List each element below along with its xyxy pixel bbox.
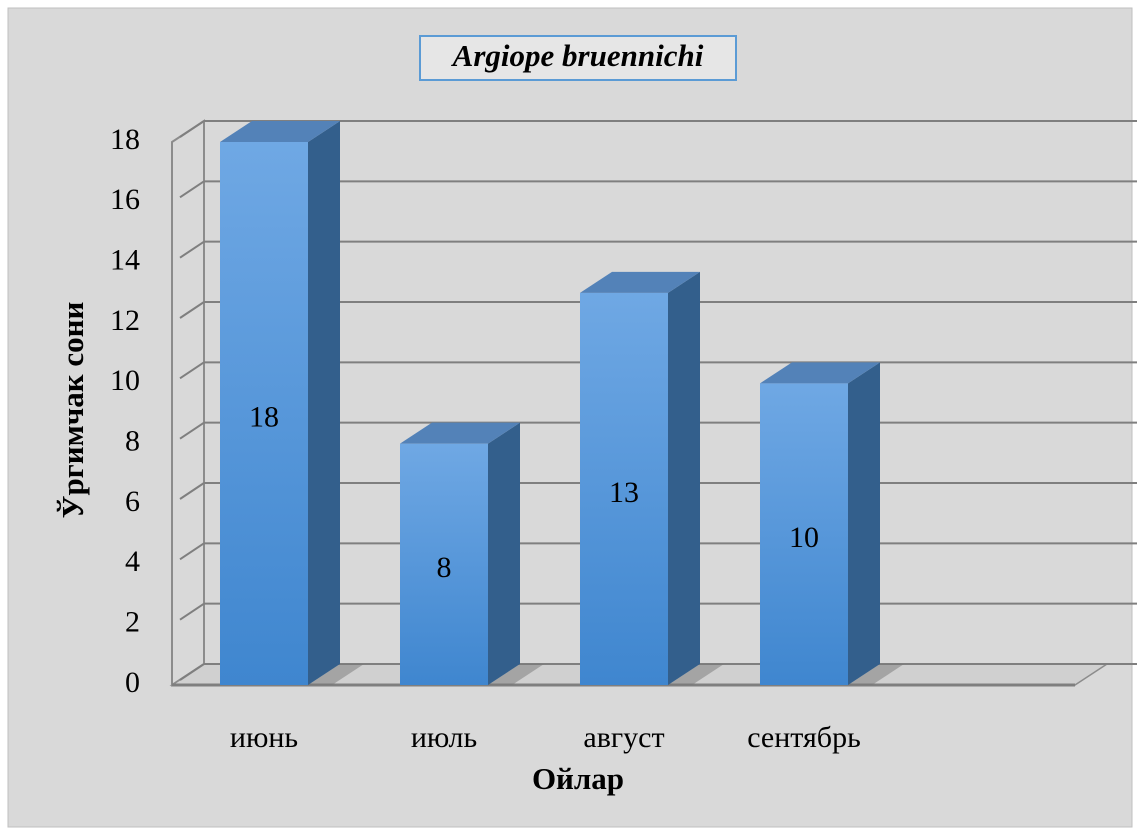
x-tick-label: июнь — [230, 721, 298, 754]
grid-line-side — [179, 361, 205, 380]
x-tick-label: июль — [411, 721, 477, 754]
bar-shadow — [668, 664, 724, 685]
x-tick-label: август — [583, 721, 664, 754]
y-tick-label: 4 — [125, 545, 140, 578]
bar-shadow — [488, 664, 544, 685]
y-tick-label: 16 — [110, 183, 140, 216]
y-tick-label: 14 — [110, 244, 140, 277]
y-tick-label: 8 — [125, 425, 140, 458]
bar-top — [220, 121, 340, 142]
bar — [580, 292, 668, 685]
bar-top — [580, 271, 700, 293]
bar — [400, 443, 488, 685]
chart-background — [7, 7, 1133, 828]
grid-line-side — [179, 240, 205, 259]
y-tick-label: 10 — [110, 364, 140, 397]
x-tick-label: сентябрь — [747, 721, 861, 754]
bar-side — [488, 422, 520, 685]
bar-top — [400, 422, 520, 444]
chart-title: Argiope bruennichi — [451, 38, 704, 73]
bar — [760, 383, 848, 685]
bar-shadow — [308, 664, 364, 685]
bar-top — [760, 362, 880, 384]
y-tick-label: 6 — [125, 485, 140, 518]
grid-line-side — [179, 542, 205, 561]
grid-line-side — [179, 120, 205, 138]
value-label: 10 — [789, 521, 819, 554]
y-tick-label: 0 — [125, 666, 140, 699]
grid-line-side — [179, 421, 205, 440]
y-axis-title: Ўргимчак сони — [55, 302, 90, 519]
x-axis-title: Ойлар — [532, 761, 624, 796]
bar-side — [308, 121, 340, 685]
title-box — [419, 35, 737, 81]
y-tick-label: 2 — [125, 606, 140, 639]
value-label: 8 — [437, 551, 452, 584]
value-label: 18 — [249, 400, 279, 433]
grid-line-side — [179, 602, 205, 621]
bar — [220, 142, 308, 685]
y-tick-label: 12 — [110, 304, 140, 337]
y-tick-label: 18 — [110, 123, 140, 156]
bar-side — [668, 271, 700, 685]
grid-line-side — [179, 482, 205, 500]
bar-side — [848, 362, 880, 685]
bar-shadow — [848, 664, 904, 685]
value-label: 13 — [609, 476, 639, 509]
grid-line-side — [179, 301, 205, 319]
grid-line-side — [179, 663, 205, 681]
grid-line-side — [179, 180, 205, 199]
